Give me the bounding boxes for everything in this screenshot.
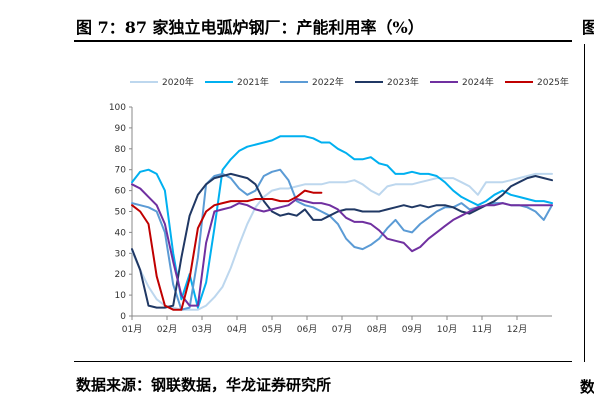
legend-label: 2020年 [162,76,194,88]
y-axis-ticks: 0 10 20 30 40 50 60 70 80 90 100 [109,103,132,322]
series-group [131,135,553,311]
figure-title: 图 7：87 家独立电弧炉钢厂：产能利用率（%） [76,18,424,37]
series-line-2024年 [131,183,553,307]
x-tick-label: 08月 [367,324,387,335]
y-tick-label: 90 [115,124,127,134]
title-rule [74,40,572,42]
series-line-2021年 [131,135,553,309]
x-tick-label: 10月 [437,324,457,335]
y-tick-label: 0 [120,312,126,322]
y-tick-label: 20 [115,270,127,280]
x-tick-label: 11月 [472,324,492,335]
y-tick-label: 30 [115,249,127,259]
y-tick-label: 100 [109,103,126,113]
x-tick-label: 07月 [332,324,352,335]
column-divider [584,44,585,362]
x-tick-label: 02月 [157,324,177,335]
x-tick-label: 03月 [192,324,212,335]
chart-legend: 2020年 2021年 2022年 2023年 2024年 2025年 [130,76,569,88]
y-tick-label: 70 [115,166,127,176]
cropped-next-source-note: 数 [580,378,594,396]
x-tick-label: 05月 [262,324,282,335]
legend-label: 2021年 [237,76,269,88]
x-tick-label: 09月 [402,324,422,335]
x-tick-label: 04月 [227,324,247,335]
x-tick-label: 06月 [297,324,317,335]
series-line-2023年 [131,172,553,309]
y-tick-label: 80 [115,145,127,155]
series-line-2020年 [131,172,553,311]
x-axis-ticks: 01月 02月 03月 04月 05月 06月 07月 08月 09月 10月 11月 12月 [122,316,527,335]
y-tick-label: 50 [115,208,127,218]
source-rule [74,361,572,362]
legend-label: 2022年 [312,76,344,88]
y-tick-label: 60 [115,187,127,197]
y-tick-label: 40 [115,228,127,238]
legend-label: 2024年 [462,76,494,88]
y-tick-label: 10 [115,291,127,301]
source-note: 数据来源：钢联数据，华龙证券研究所 [76,376,332,394]
x-tick-label: 01月 [122,324,142,335]
x-tick-label: 12月 [507,324,527,335]
series-line-2025年 [131,189,323,311]
legend-label: 2023年 [387,76,419,88]
legend-label: 2025年 [537,76,569,88]
cropped-next-figure-title: 图 [582,18,594,37]
